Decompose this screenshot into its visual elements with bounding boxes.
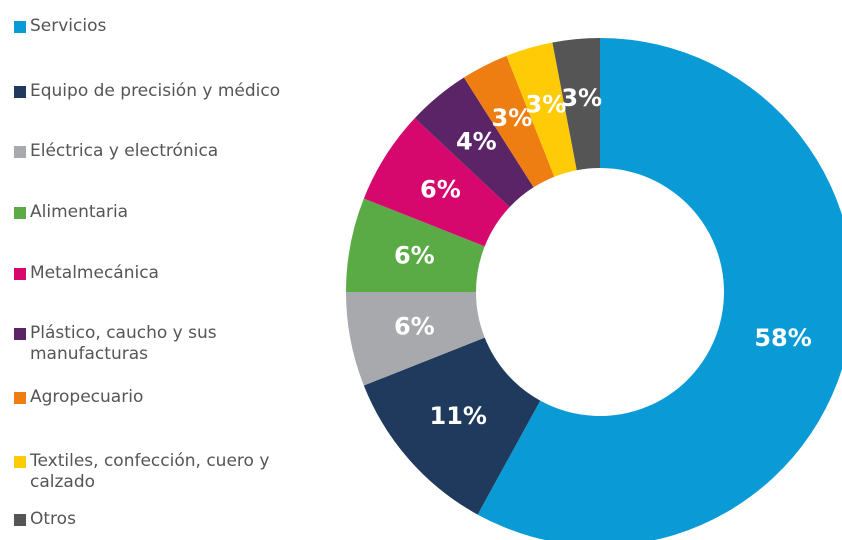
donut-slice	[346, 198, 485, 292]
data-label: 6%	[420, 176, 461, 204]
data-label: 4%	[456, 128, 497, 156]
legend-label: Textiles, confección, cuero y calzado	[30, 451, 270, 492]
data-label: 3%	[561, 84, 602, 112]
legend-item: Otros	[14, 509, 284, 530]
legend-swatch	[14, 268, 26, 280]
legend-label: Eléctrica y electrónica	[30, 141, 219, 161]
data-label: 6%	[394, 242, 435, 270]
legend-item: Eléctrica y electrónica	[14, 141, 284, 162]
legend-swatch	[14, 328, 26, 340]
data-label: 3%	[526, 91, 567, 119]
legend-swatch	[14, 456, 26, 468]
legend-swatch	[14, 21, 26, 33]
legend-label: Metalmecánica	[30, 263, 159, 283]
legend-item: Alimentaria	[14, 202, 284, 223]
donut-slice	[506, 42, 577, 177]
legend-label: Plástico, caucho y sus manufacturas	[30, 323, 217, 364]
donut-slice	[363, 337, 541, 515]
donut-slice	[552, 38, 600, 171]
legend: Servicios Equipo de precisión y médico Elé…	[0, 0, 300, 540]
legend-item: Metalmecánica	[14, 263, 284, 284]
data-label: 11%	[430, 402, 487, 430]
legend-label: Servicios	[30, 16, 107, 36]
legend-item: Servicios	[14, 16, 284, 37]
data-label: 6%	[394, 312, 435, 340]
legend-label: Alimentaria	[30, 202, 129, 222]
legend-item: Agropecuario	[14, 387, 284, 408]
legend-label: Otros	[30, 509, 76, 529]
legend-swatch	[14, 207, 26, 219]
legend-item: Equipo de precisión y médico	[14, 81, 284, 102]
legend-swatch	[14, 146, 26, 158]
donut-slice	[463, 55, 555, 188]
legend-swatch	[14, 392, 26, 404]
legend-label: Equipo de precisión y médico	[30, 81, 281, 101]
donut-slice	[346, 292, 485, 386]
legend-swatch	[14, 86, 26, 98]
donut-slice	[477, 38, 842, 540]
legend-item: Textiles, confección, cuero y calzado	[14, 451, 284, 493]
legend-swatch	[14, 514, 26, 526]
donut-slice	[414, 77, 534, 208]
donut-slice	[363, 118, 510, 247]
data-label: 3%	[492, 104, 533, 132]
legend-item: Plástico, caucho y sus manufacturas	[14, 323, 284, 365]
data-label: 58%	[754, 324, 811, 352]
legend-label: Agropecuario	[30, 387, 144, 407]
